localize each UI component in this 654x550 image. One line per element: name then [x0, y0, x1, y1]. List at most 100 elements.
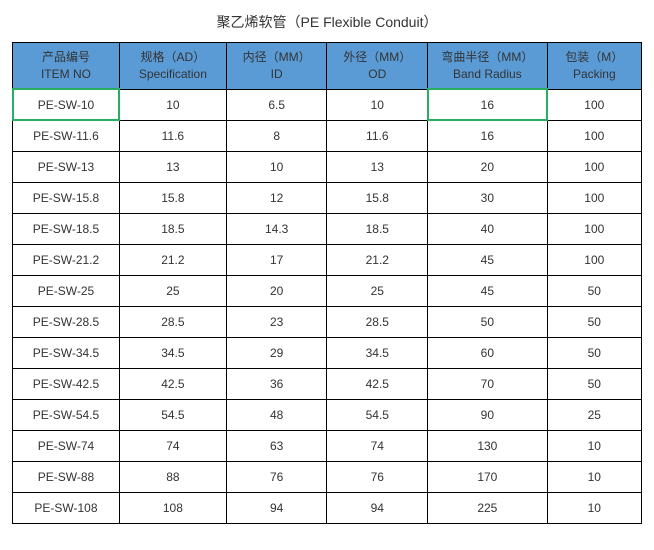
table-cell: 10 — [226, 151, 327, 182]
table-cell: 88 — [119, 461, 226, 492]
table-cell: 10 — [547, 461, 641, 492]
table-cell: 10 — [547, 430, 641, 461]
table-row: PE-SW-28.528.52328.55050 — [13, 306, 642, 337]
table-cell: 34.5 — [119, 337, 226, 368]
table-cell: 50 — [547, 275, 641, 306]
table-cell: 21.2 — [119, 244, 226, 275]
table-cell: 100 — [547, 89, 641, 120]
table-cell: 16 — [428, 89, 548, 120]
table-cell: 50 — [547, 368, 641, 399]
table-cell: 42.5 — [119, 368, 226, 399]
table-cell: 50 — [547, 337, 641, 368]
table-cell: 10 — [547, 492, 641, 523]
table-cell: 6.5 — [226, 89, 327, 120]
table-cell: 13 — [119, 151, 226, 182]
table-cell: 48 — [226, 399, 327, 430]
table-cell: 10 — [119, 89, 226, 120]
table-cell: 170 — [428, 461, 548, 492]
column-header: 包装（M）Packing — [547, 43, 641, 90]
table-cell: 25 — [327, 275, 428, 306]
table-cell: 21.2 — [327, 244, 428, 275]
table-row: PE-SW-34.534.52934.56050 — [13, 337, 642, 368]
table-cell: 8 — [226, 120, 327, 151]
table-cell: PE-SW-54.5 — [13, 399, 120, 430]
table-cell: 54.5 — [119, 399, 226, 430]
table-cell: 25 — [547, 399, 641, 430]
table-cell: 76 — [327, 461, 428, 492]
table-cell: 108 — [119, 492, 226, 523]
table-cell: 130 — [428, 430, 548, 461]
table-cell: 10 — [327, 89, 428, 120]
table-cell: 94 — [327, 492, 428, 523]
spec-table: 产品编号ITEM NO规格（AD）Specification内径（MM）ID外径… — [12, 42, 642, 524]
table-cell: 94 — [226, 492, 327, 523]
table-cell: 15.8 — [327, 182, 428, 213]
table-cell: 18.5 — [327, 213, 428, 244]
table-row: PE-SW-7474637413010 — [13, 430, 642, 461]
table-cell: 40 — [428, 213, 548, 244]
column-header: 外径（MM）OD — [327, 43, 428, 90]
column-header: 规格（AD）Specification — [119, 43, 226, 90]
table-cell: 36 — [226, 368, 327, 399]
table-cell: PE-SW-42.5 — [13, 368, 120, 399]
table-cell: 20 — [226, 275, 327, 306]
table-row: PE-SW-15.815.81215.830100 — [13, 182, 642, 213]
table-cell: 100 — [547, 213, 641, 244]
table-cell: 74 — [119, 430, 226, 461]
table-row: PE-SW-252520254550 — [13, 275, 642, 306]
table-cell: 23 — [226, 306, 327, 337]
table-cell: PE-SW-74 — [13, 430, 120, 461]
table-cell: 12 — [226, 182, 327, 213]
table-row: PE-SW-11.611.6811.616100 — [13, 120, 642, 151]
table-cell: 42.5 — [327, 368, 428, 399]
table-cell: 20 — [428, 151, 548, 182]
table-row: PE-SW-108108949422510 — [13, 492, 642, 523]
table-cell: 100 — [547, 244, 641, 275]
table-row: PE-SW-54.554.54854.59025 — [13, 399, 642, 430]
table-cell: 76 — [226, 461, 327, 492]
table-row: PE-SW-8888767617010 — [13, 461, 642, 492]
table-cell: 70 — [428, 368, 548, 399]
table-cell: 225 — [428, 492, 548, 523]
table-cell: 13 — [327, 151, 428, 182]
table-cell: 90 — [428, 399, 548, 430]
header-row: 产品编号ITEM NO规格（AD）Specification内径（MM）ID外径… — [13, 43, 642, 90]
table-row: PE-SW-10106.51016100 — [13, 89, 642, 120]
table-cell: 50 — [547, 306, 641, 337]
table-cell: 17 — [226, 244, 327, 275]
table-cell: 18.5 — [119, 213, 226, 244]
table-cell: 100 — [547, 120, 641, 151]
table-cell: 16 — [428, 120, 548, 151]
table-cell: 74 — [327, 430, 428, 461]
table-row: PE-SW-18.518.514.318.540100 — [13, 213, 642, 244]
table-cell: 28.5 — [119, 306, 226, 337]
table-cell: 50 — [428, 306, 548, 337]
table-cell: 28.5 — [327, 306, 428, 337]
table-cell: 14.3 — [226, 213, 327, 244]
table-cell: 15.8 — [119, 182, 226, 213]
table-cell: PE-SW-108 — [13, 492, 120, 523]
table-cell: PE-SW-18.5 — [13, 213, 120, 244]
table-row: PE-SW-1313101320100 — [13, 151, 642, 182]
table-cell: 60 — [428, 337, 548, 368]
column-header: 内径（MM）ID — [226, 43, 327, 90]
table-cell: 30 — [428, 182, 548, 213]
table-cell: PE-SW-25 — [13, 275, 120, 306]
table-cell: PE-SW-10 — [13, 89, 120, 120]
column-header: 产品编号ITEM NO — [13, 43, 120, 90]
table-cell: PE-SW-11.6 — [13, 120, 120, 151]
table-cell: 34.5 — [327, 337, 428, 368]
table-cell: 11.6 — [327, 120, 428, 151]
table-cell: 45 — [428, 275, 548, 306]
table-cell: PE-SW-21.2 — [13, 244, 120, 275]
table-cell: 100 — [547, 151, 641, 182]
table-cell: PE-SW-88 — [13, 461, 120, 492]
table-cell: 54.5 — [327, 399, 428, 430]
table-cell: PE-SW-34.5 — [13, 337, 120, 368]
table-cell: 25 — [119, 275, 226, 306]
table-cell: 100 — [547, 182, 641, 213]
table-cell: 29 — [226, 337, 327, 368]
table-cell: PE-SW-13 — [13, 151, 120, 182]
table-cell: 45 — [428, 244, 548, 275]
table-cell: PE-SW-15.8 — [13, 182, 120, 213]
